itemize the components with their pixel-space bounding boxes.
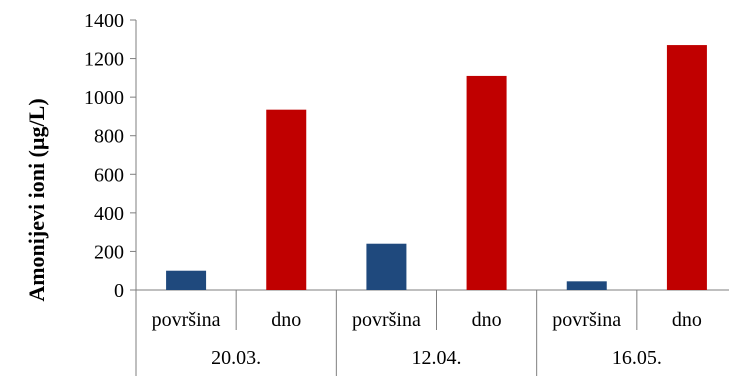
y-tick-label: 200 [94, 241, 124, 263]
x-category-label: dno [672, 309, 702, 331]
x-group-label: 16.05. [612, 347, 662, 369]
axes [130, 19, 729, 376]
y-tick-label: 1000 [84, 87, 124, 109]
x-group-label: 12.04. [412, 347, 462, 369]
y-tick-label: 1400 [84, 10, 124, 32]
bar-20.03.-površina [166, 270, 207, 290]
y-tick-label: 600 [94, 164, 124, 186]
bar-16.05.-dno [666, 45, 707, 291]
y-tick-label: 800 [94, 126, 124, 148]
bar-16.05.-površina [566, 281, 607, 290]
y-tick-label: 1200 [84, 49, 124, 71]
axis-labels: 0 200 400 600 800 1000 1200 1400 površina dno povr… [84, 10, 702, 369]
y-tick-label: 400 [94, 203, 124, 225]
y-axis-label: Amonijevi ioni (µg/L) [24, 98, 49, 301]
x-category-label: površina [152, 309, 221, 331]
x-category-label: dno [271, 309, 301, 331]
y-tick-label: 0 [114, 280, 124, 302]
x-category-label: dno [472, 309, 502, 331]
bar-12.04.-dno [466, 75, 507, 290]
bar-12.04.-površina [366, 243, 407, 290]
x-category-label: površina [352, 309, 421, 331]
x-group-label: 20.03. [211, 347, 261, 369]
x-category-label: površina [552, 309, 621, 331]
bar-20.03.-dno [266, 109, 307, 290]
bars [166, 45, 707, 291]
